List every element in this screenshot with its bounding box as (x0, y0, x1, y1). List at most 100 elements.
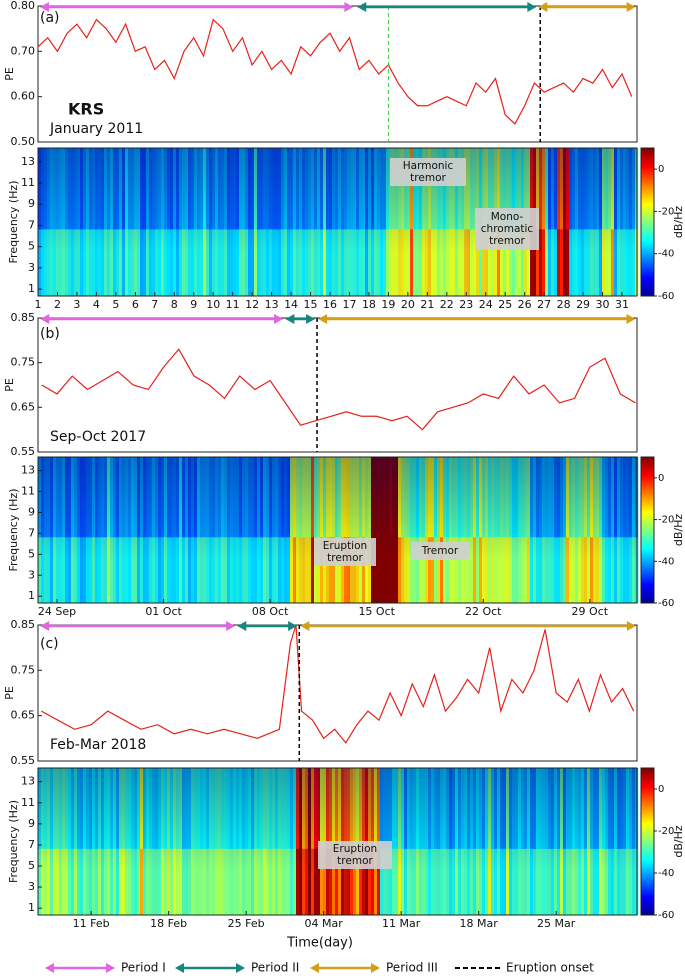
x-tick-label: 26 (518, 298, 532, 311)
colorbar-tick-label: -20 (658, 826, 674, 837)
panel-label: (b) (40, 326, 60, 342)
y-tick-label: 0.80 (11, 0, 36, 12)
colorbar-tick-label: -60 (658, 291, 674, 302)
y-axis-label: Frequency (Hz) (7, 489, 20, 572)
legend-label: Eruption onset (506, 961, 594, 975)
legend-label: Period II (251, 961, 299, 975)
y-axis-label: PE (3, 686, 16, 700)
annotation-text: Eruption (323, 540, 367, 552)
y-tick-label: 0.75 (11, 663, 36, 676)
panel-label: (c) (40, 636, 59, 652)
arrow-head (39, 2, 49, 12)
pe-line (37, 18, 633, 125)
y-tick-label: 9 (28, 817, 35, 830)
annotation-text: chromatic (481, 223, 534, 235)
x-tick-label: 08 Oct (252, 605, 289, 618)
colorbar-tick-label: -40 (658, 868, 674, 879)
legend-label: Period I (121, 961, 166, 975)
x-tick-label: 25 Mar (537, 917, 576, 930)
arrow-head (626, 2, 636, 12)
annotation-text: Eruption (333, 843, 377, 855)
colorbar-tick-label: -60 (658, 598, 674, 609)
y-tick-label: 7 (28, 218, 35, 231)
colorbar-label: dB/Hz (672, 514, 685, 547)
x-tick-label: 24 Sep (38, 605, 76, 618)
spec-frame (37, 147, 638, 297)
arrow-head (237, 621, 247, 631)
y-tick-label: 0.60 (11, 90, 36, 103)
y-tick-label: 0.55 (11, 754, 36, 767)
arrow-head (106, 963, 115, 973)
x-tick-label: 12 (245, 298, 259, 311)
y-tick-label: 1 (28, 589, 35, 602)
x-tick-label: 25 (498, 298, 512, 311)
colorbar-label: dB/Hz (672, 206, 685, 239)
annotation-box (411, 542, 469, 560)
period-label: January 2011 (49, 121, 143, 137)
x-tick-label: 22 Oct (465, 605, 502, 618)
y-tick-label: 1 (28, 282, 35, 295)
annotation-box (314, 538, 376, 566)
x-tick-label: 21 (420, 298, 434, 311)
y-tick-label: 0.65 (11, 709, 36, 722)
x-tick-label: 11 Feb (73, 917, 110, 930)
x-tick-label: 15 (304, 298, 318, 311)
y-tick-label: 1 (28, 901, 35, 914)
x-tick-label: 31 (615, 298, 629, 311)
y-tick-label: 0.85 (11, 311, 36, 324)
x-tick-label: 4 (93, 298, 100, 311)
y-tick-label: 11 (21, 176, 35, 189)
y-tick-label: 0.55 (11, 445, 36, 458)
y-tick-label: 3 (28, 568, 35, 581)
y-tick-label: 0.75 (11, 356, 36, 369)
x-tick-label: 18 (362, 298, 376, 311)
x-tick-label: 13 (265, 298, 279, 311)
colorbar (640, 147, 655, 297)
x-tick-label: 11 Mar (382, 917, 421, 930)
annotation-text: tremor (327, 552, 363, 564)
x-tick-label: 6 (132, 298, 139, 311)
x-tick-label: 29 (576, 298, 590, 311)
arrow-head (306, 314, 316, 324)
y-tick-label: 13 (21, 464, 35, 477)
spec-shade (38, 148, 637, 296)
colorbar-tick-label: 0 (658, 164, 664, 175)
arrow-head (538, 2, 548, 12)
annotation-box (475, 208, 539, 250)
annotation-text: tremor (337, 855, 373, 867)
x-tick-label: 22 (440, 298, 454, 311)
x-tick-label: 9 (190, 298, 197, 311)
y-tick-label: 0.70 (11, 44, 36, 57)
arrow-head (344, 2, 354, 12)
y-tick-label: 11 (21, 485, 35, 498)
pe-line (41, 624, 635, 744)
arrow-head (226, 621, 236, 631)
x-tick-label: 3 (73, 298, 80, 311)
x-axis-label: Time(day) (286, 936, 353, 951)
y-tick-label: 11 (21, 796, 35, 809)
x-tick-label: 8 (171, 298, 178, 311)
arrow-head (40, 314, 50, 324)
annotation-text: Tremor (421, 545, 459, 557)
x-tick-label: 11 (226, 298, 240, 311)
x-tick-label: 24 (479, 298, 493, 311)
station-label: KRS (68, 100, 104, 119)
y-tick-label: 5 (28, 240, 35, 253)
arrow-head (175, 963, 184, 973)
annotation-text: tremor (410, 172, 446, 184)
colorbar (640, 456, 655, 604)
annotation-box (390, 158, 466, 186)
colorbar-tick-label: 0 (658, 473, 664, 484)
x-tick-label: 01 Oct (145, 605, 182, 618)
y-axis-label: Frequency (Hz) (7, 181, 20, 264)
x-tick-label: 1 (35, 298, 42, 311)
arrow-head (285, 314, 295, 324)
x-tick-label: 14 (284, 298, 298, 311)
y-tick-label: 9 (28, 505, 35, 518)
arrow-head (318, 314, 328, 324)
arrow-head (274, 314, 284, 324)
x-tick-label: 18 Feb (150, 917, 187, 930)
x-tick-label: 28 (557, 298, 571, 311)
spectrogram-image (38, 148, 639, 296)
period-label: Sep-Oct 2017 (50, 429, 146, 445)
